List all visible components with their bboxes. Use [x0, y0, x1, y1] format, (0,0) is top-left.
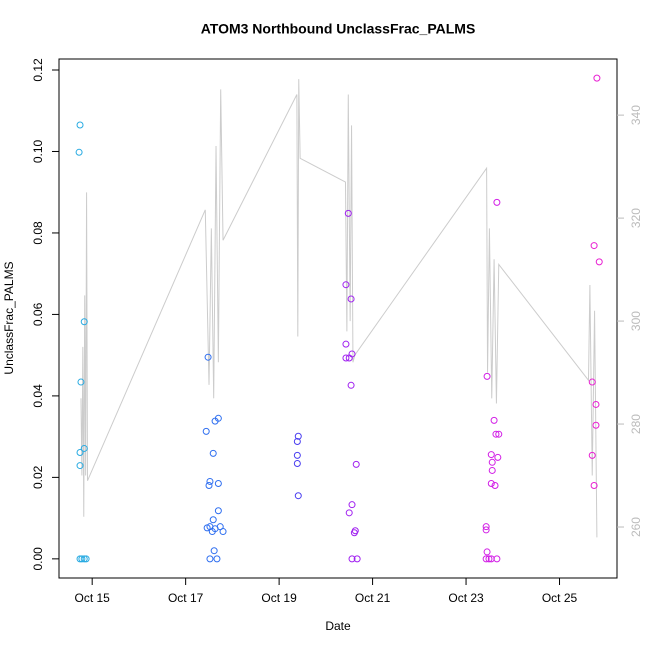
point — [206, 477, 214, 485]
y2-tick-label: 340 — [629, 105, 643, 125]
point — [488, 458, 496, 466]
point — [214, 414, 222, 422]
chart-title: ATOM3 Northbound UnclassFrac_PALMS — [201, 21, 476, 37]
point — [345, 509, 353, 517]
point — [294, 432, 302, 440]
plot-box — [58, 58, 618, 579]
point — [82, 555, 90, 563]
point — [495, 430, 503, 438]
y-tick-label: 0.08 — [31, 221, 45, 245]
point — [592, 421, 600, 429]
point — [293, 460, 301, 468]
point — [494, 453, 502, 461]
x-tick-label: Oct 17 — [168, 591, 204, 605]
point — [348, 555, 356, 563]
y-tick-label: 0.02 — [31, 465, 45, 489]
point — [76, 462, 84, 470]
x-tick-label: Oct 25 — [542, 591, 578, 605]
point — [342, 281, 350, 289]
point — [76, 121, 84, 129]
point — [588, 378, 596, 386]
y-axis-label: UnclassFrac_PALMS — [2, 261, 16, 374]
point — [80, 444, 88, 452]
point — [293, 451, 301, 459]
x-tick-label: Oct 19 — [261, 591, 297, 605]
point — [483, 548, 491, 556]
y2-tick-label: 260 — [629, 517, 643, 537]
point — [590, 242, 598, 250]
x-tick-label: Oct 21 — [355, 591, 391, 605]
point — [493, 555, 501, 563]
point — [488, 466, 496, 474]
point — [490, 416, 498, 424]
point — [210, 547, 218, 555]
point — [293, 438, 301, 446]
point — [487, 479, 495, 487]
point — [213, 555, 221, 563]
point — [491, 482, 499, 490]
point — [342, 340, 350, 348]
point — [80, 555, 88, 563]
point — [592, 400, 600, 408]
x-tick-label: Oct 15 — [75, 591, 111, 605]
point — [493, 198, 501, 206]
y-tick-label: 0.06 — [31, 302, 45, 326]
point — [344, 209, 352, 217]
x-tick-label: Oct 23 — [448, 591, 484, 605]
point — [483, 372, 491, 380]
point — [485, 555, 493, 563]
point — [350, 529, 358, 537]
point — [76, 449, 84, 457]
point — [78, 555, 86, 563]
x-axis-label: Date — [325, 619, 351, 633]
y2-tick-label: 280 — [629, 414, 643, 434]
point — [588, 451, 596, 459]
point — [77, 378, 85, 386]
point — [482, 523, 490, 531]
point — [482, 526, 490, 534]
point — [205, 482, 213, 490]
y2-tick-label: 300 — [629, 311, 643, 331]
y-tick-label: 0.04 — [31, 384, 45, 408]
point — [590, 482, 598, 490]
y-tick-label: 0.10 — [31, 139, 45, 163]
point — [202, 427, 210, 435]
point — [80, 318, 88, 326]
point — [347, 295, 355, 303]
point — [595, 258, 603, 266]
point — [482, 555, 490, 563]
point — [347, 381, 355, 389]
point — [348, 501, 356, 509]
point — [487, 451, 495, 459]
point — [204, 353, 212, 361]
point — [75, 148, 83, 156]
point — [492, 430, 500, 438]
point — [214, 479, 222, 487]
point — [342, 354, 350, 362]
y-tick-label: 0.12 — [31, 58, 45, 82]
point — [209, 516, 217, 524]
y2-tick-label: 320 — [629, 208, 643, 228]
point — [348, 350, 356, 358]
point — [353, 555, 361, 563]
point — [352, 460, 360, 468]
point — [593, 74, 601, 82]
point — [219, 528, 227, 536]
point — [209, 449, 217, 457]
line — [80, 79, 598, 538]
y-tick-label: 0.00 — [31, 547, 45, 571]
point — [206, 555, 214, 563]
point — [294, 492, 302, 500]
point — [214, 507, 222, 515]
